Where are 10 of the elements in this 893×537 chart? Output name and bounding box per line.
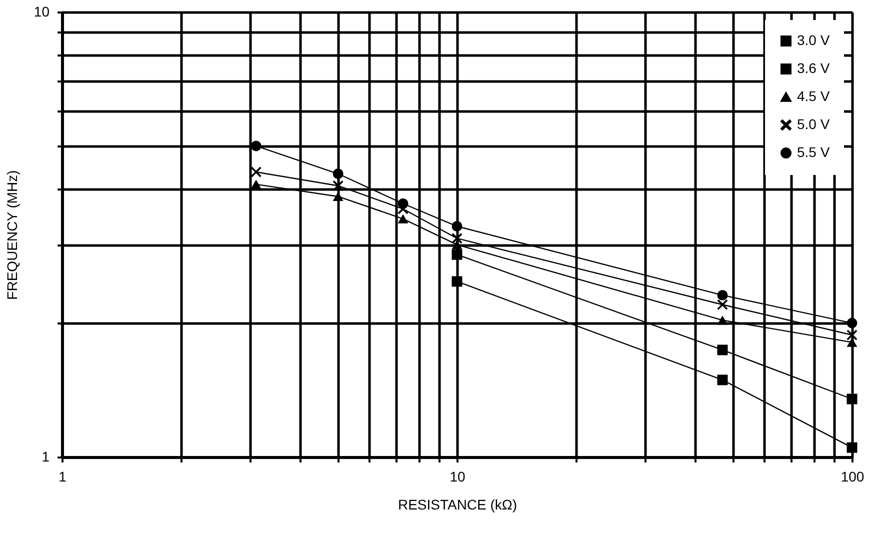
legend-label: 5.5 V: [797, 144, 830, 160]
x-tick-label: 100: [840, 468, 864, 484]
legend-label: 3.0 V: [797, 32, 830, 48]
x-axis-title: RESISTANCE (kΩ): [398, 496, 518, 512]
x-tick-label: 1: [58, 468, 67, 484]
legend-label: 5.0 V: [797, 116, 830, 132]
legend-label: 4.5 V: [797, 88, 830, 104]
legend-label: 3.6 V: [797, 60, 830, 76]
y-axis-title: FREQUENCY (MHz): [4, 170, 20, 300]
x-tick-label: 10: [450, 468, 466, 484]
